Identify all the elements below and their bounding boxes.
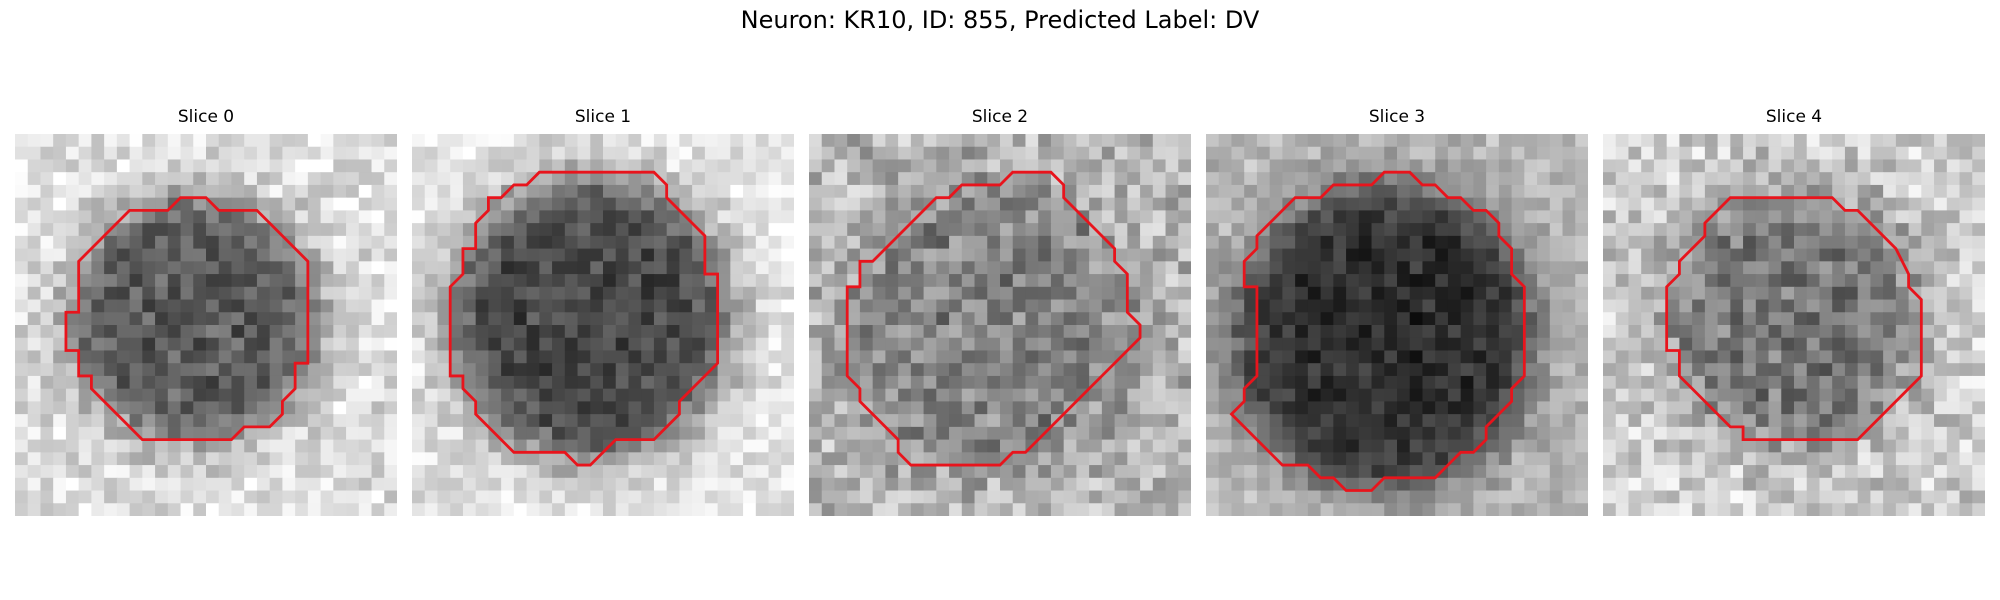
slice-image-1 xyxy=(412,134,794,516)
roi-contour xyxy=(1229,170,1526,492)
roi-contour xyxy=(64,196,310,442)
slice-title-4: Slice 4 xyxy=(1765,107,1823,127)
slice-image-3 xyxy=(1206,134,1588,516)
figure-title: Neuron: KR10, ID: 855, Predicted Label: … xyxy=(740,6,1260,34)
roi-contour xyxy=(845,170,1142,467)
slice-title-2: Slice 2 xyxy=(971,107,1029,127)
slice-title-1: Slice 1 xyxy=(574,107,632,127)
roi-contour xyxy=(448,170,720,467)
roi-contour xyxy=(1665,196,1923,442)
slice-title-3: Slice 3 xyxy=(1368,107,1426,127)
slice-image-2 xyxy=(809,134,1191,516)
slice-image-0 xyxy=(15,134,397,516)
slice-image-4 xyxy=(1603,134,1985,516)
slice-title-0: Slice 0 xyxy=(177,107,235,127)
